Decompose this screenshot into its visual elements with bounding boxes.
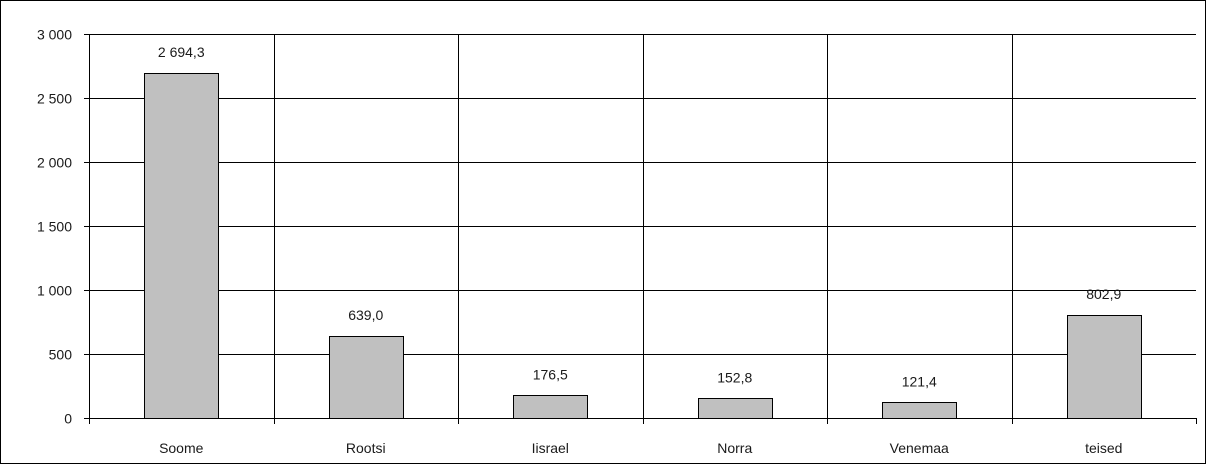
y-tick-label: 1 500: [37, 219, 72, 235]
bar-soome: [144, 73, 219, 419]
data-label: 152,8: [717, 369, 752, 385]
data-label: 176,5: [533, 366, 568, 382]
bar-venemaa: [882, 402, 957, 419]
x-tick-label: Iisrael: [532, 440, 569, 456]
bar-iisrael: [513, 395, 588, 419]
y-tick-label: 1 000: [37, 283, 72, 299]
x-tick-label: Soome: [159, 440, 204, 456]
y-tick-label: 0: [64, 411, 72, 427]
y-tick-label: 2 000: [37, 155, 72, 171]
data-label: 802,9: [1086, 286, 1121, 302]
y-tick-label: 3 000: [37, 27, 72, 43]
axes: [84, 34, 1197, 424]
bars: [144, 73, 1142, 419]
x-tick-label: Venemaa: [890, 440, 949, 456]
data-label: 639,0: [348, 307, 383, 323]
bar-teised: [1067, 315, 1142, 419]
bar-rootsi: [329, 336, 404, 419]
x-tick-label: Norra: [717, 440, 752, 456]
gridlines: [89, 34, 1196, 418]
y-tick-label: 500: [49, 347, 73, 363]
data-label: 2 694,3: [158, 44, 205, 60]
bar-norra: [698, 398, 773, 419]
y-tick-label: 2 500: [37, 91, 72, 107]
data-label: 121,4: [902, 373, 937, 389]
x-tick-label: Rootsi: [346, 440, 386, 456]
x-tick-label: teised: [1085, 440, 1122, 456]
labels: 0 500 1 000 1 500 2 000 2 500 3 000 2 694,3 Soom…: [37, 27, 1122, 457]
